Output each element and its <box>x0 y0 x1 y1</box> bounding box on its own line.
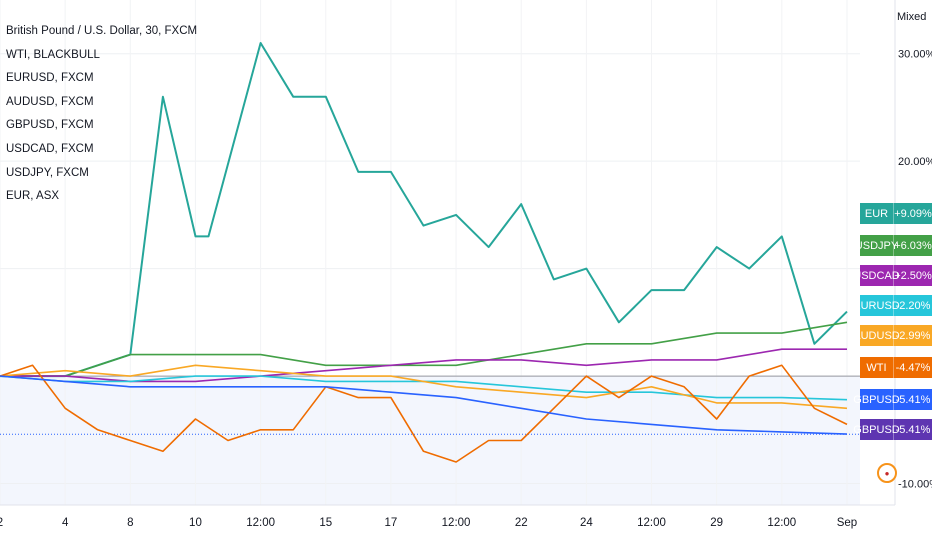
legend-compare-5[interactable]: USDCAD, FXCM <box>6 142 94 155</box>
badge-value: -5.41% <box>893 389 932 410</box>
badge-symbol: USDCAD <box>853 269 900 282</box>
badge-symbol: WTI <box>866 361 887 374</box>
scale-mode-label[interactable]: Mixed <box>897 11 927 23</box>
legend-compare-2[interactable]: EURUSD, FXCM <box>6 72 94 85</box>
x-tick-label: Sep <box>837 517 857 529</box>
badge-symbol: GBPUSD <box>853 393 900 406</box>
symbol-legend: British Pound / U.S. Dollar, 30, FXCM WT… <box>6 20 197 209</box>
badge-symbol: EURUSD <box>853 299 900 312</box>
badge-value: -2.99% <box>893 325 932 346</box>
badge-symbol: USDJPY <box>854 239 899 252</box>
series-line-usdjpy <box>0 321 848 377</box>
flag-icon[interactable]: ● <box>877 463 897 483</box>
badge-value: +6.03% <box>893 235 932 256</box>
badge-value: -2.20% <box>893 295 932 316</box>
price-badge[interactable]: USDCAD +2.50% <box>853 265 932 286</box>
price-badge[interactable]: GBPUSD -5.41% <box>853 419 932 440</box>
legend-compare-1[interactable]: WTI, BLACKBULL <box>6 48 100 61</box>
x-tick-label: 12:00 <box>637 517 666 529</box>
badge-value: -5.41% <box>893 419 932 440</box>
price-badge[interactable]: WTI -4.47% <box>860 357 932 378</box>
series-line-gbpusd <box>0 375 848 435</box>
x-tick-label: 2 <box>0 517 3 529</box>
y-tick-label: 20.00% <box>898 156 932 168</box>
legend-compare-4[interactable]: GBPUSD, FXCM <box>6 119 94 132</box>
y-tick-label: -10.00% <box>898 479 932 491</box>
x-tick-label: 12:00 <box>246 517 275 529</box>
x-tick-label: 22 <box>515 517 528 529</box>
series-line-eur <box>0 42 848 378</box>
x-tick-label: 12:00 <box>442 517 471 529</box>
legend-main-symbol[interactable]: British Pound / U.S. Dollar, 30, FXCM <box>6 25 198 37</box>
badge-value: +2.50% <box>893 265 932 286</box>
legend-compare-6[interactable]: USDJPY, FXCM <box>6 166 89 179</box>
x-tick-label: 15 <box>319 517 332 529</box>
price-badge[interactable]: EURUSD -2.20% <box>853 295 932 316</box>
x-tick-label: 17 <box>385 517 398 529</box>
badge-symbol: EUR <box>864 207 889 220</box>
legend-compare-7[interactable]: EUR, ASX <box>6 190 60 203</box>
x-tick-label: 12:00 <box>767 517 796 529</box>
series-line-usdcad <box>0 348 847 383</box>
x-tick-label: 10 <box>189 517 202 529</box>
badge-value: -4.47% <box>893 357 932 378</box>
legend-compare-3[interactable]: AUDUSD, FXCM <box>6 95 94 108</box>
x-tick-label: 24 <box>580 517 593 529</box>
badge-value: +9.09% <box>893 203 932 224</box>
price-badge[interactable]: EUR +9.09% <box>860 203 932 224</box>
price-badge[interactable]: GBPUSD -5.41% <box>853 389 932 410</box>
price-badge[interactable]: USDJPY +6.03% <box>854 235 932 256</box>
x-tick-label: 8 <box>127 517 133 529</box>
series-line-wti <box>0 364 848 463</box>
x-tick-label: 29 <box>710 517 723 529</box>
price-badge[interactable]: AUDUSD -2.99% <box>853 325 932 346</box>
y-tick-label: 30.00% <box>898 49 932 61</box>
badge-symbol: GBPUSD <box>853 423 900 436</box>
x-tick-label: 4 <box>62 517 69 529</box>
series-line-audusd <box>0 364 848 410</box>
badge-symbol: AUDUSD <box>853 329 900 342</box>
